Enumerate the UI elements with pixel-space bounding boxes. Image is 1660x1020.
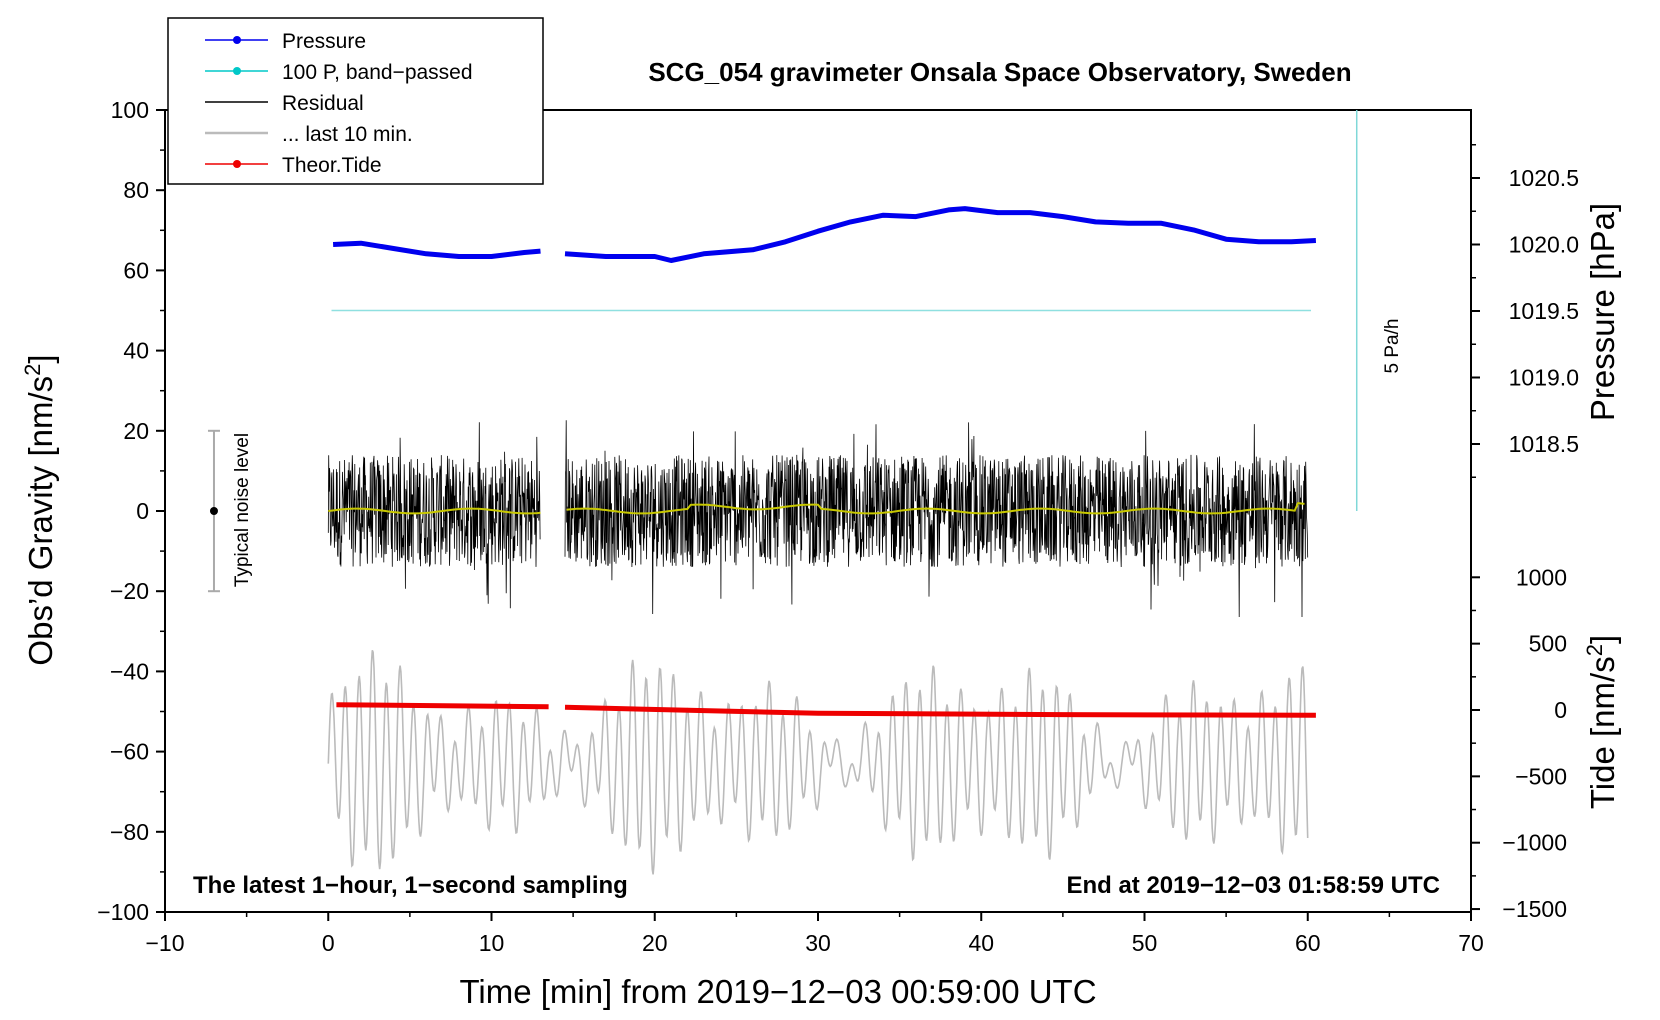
tide-tick-label: 0 — [1554, 697, 1567, 723]
typical-noise-bar — [207, 429, 220, 593]
pressure-line — [564, 206, 1317, 263]
pressure-axis-ticks: 1020.5 1020.0 1019.5 1019.0 1018.5 — [1471, 144, 1579, 478]
x-tick-label: 60 — [1295, 930, 1321, 956]
tide-line — [564, 704, 1316, 718]
pressure-tick-label: 1018.5 — [1509, 431, 1579, 457]
y-tick-label: −60 — [110, 739, 149, 765]
pressure-tick-label: 1019.5 — [1509, 298, 1579, 324]
y-axis-ticks: −100 −80 −60 −40 −20 0 20 40 60 80 100 — [97, 97, 165, 925]
y-tick-label: −80 — [110, 819, 149, 845]
noise-bar-dot — [209, 507, 218, 515]
pressure-series — [332, 206, 1317, 263]
y-tick-label: 40 — [123, 338, 149, 364]
tide-line — [336, 702, 549, 710]
residual-line — [564, 420, 1309, 618]
legend-label: 100 P, band−passed — [282, 61, 473, 84]
typical-noise-label: Typical noise level — [232, 433, 253, 587]
residual-mean-line — [328, 507, 541, 515]
last-10-min-series — [327, 649, 1309, 875]
tide-tick-label: −1500 — [1502, 896, 1567, 922]
pressure-tick-label: 1020.0 — [1509, 232, 1579, 258]
x-tick-label: 20 — [642, 930, 668, 956]
x-tick-label: 70 — [1458, 930, 1484, 956]
last-10-min-line — [327, 649, 1309, 875]
annotation-sampling: The latest 1−hour, 1−second sampling — [193, 872, 628, 899]
legend-label: Pressure — [282, 30, 366, 53]
pressure-rate-label: 5 Pa/h — [1382, 319, 1403, 374]
y-tick-label: −40 — [110, 658, 149, 684]
y-tick-label: −100 — [97, 899, 149, 925]
x-tick-label: 40 — [968, 930, 994, 956]
x-tick-label: 0 — [322, 930, 335, 956]
x-tick-label: 30 — [805, 930, 831, 956]
y-tick-label: 60 — [123, 257, 149, 283]
residual-line — [327, 422, 541, 609]
tide-tick-label: 500 — [1529, 631, 1567, 657]
legend-label: Residual — [282, 92, 364, 115]
x-tick-label: 50 — [1132, 930, 1158, 956]
y-tick-label: 100 — [111, 97, 149, 123]
tide-axis-ticks: 1000 500 0 −500 −1000 −1500 — [1471, 564, 1567, 922]
residual-series — [327, 420, 1309, 618]
y-tick-label: −20 — [110, 578, 149, 604]
tide-tick-label: 1000 — [1516, 564, 1567, 590]
x-tick-label: −10 — [145, 930, 184, 956]
legend-swatch-marker — [233, 160, 241, 168]
theoretical-tide-series — [336, 702, 1316, 718]
y-axis-label-pressure: Pressure [hPa] — [1584, 203, 1621, 421]
residual-mean-series — [328, 502, 1305, 515]
tide-tick-label: −1000 — [1502, 830, 1567, 856]
legend-label: Theor.Tide — [282, 154, 382, 177]
annotation-end-time: End at 2019−12−03 01:58:59 UTC — [1066, 872, 1440, 899]
tide-tick-label: −500 — [1515, 763, 1567, 789]
chart-title: SCG_054 gravimeter Onsala Space Observat… — [648, 57, 1351, 87]
legend-box — [167, 17, 544, 185]
pressure-tick-label: 1020.5 — [1509, 165, 1579, 191]
y-tick-label: 0 — [136, 498, 149, 524]
pressure-tick-label: 1019.0 — [1509, 365, 1579, 391]
pressure-line — [332, 240, 541, 259]
y-tick-label: 20 — [123, 418, 149, 444]
residual-mean-line — [566, 502, 1305, 515]
y-axis-label-tide: Tide [nm/s2] — [1582, 635, 1622, 809]
legend-label: ... last 10 min. — [282, 123, 413, 146]
x-tick-label: 10 — [479, 930, 505, 956]
x-axis-ticks: −10 0 10 20 30 40 50 60 70 — [145, 912, 1484, 956]
y-tick-label: 80 — [123, 177, 149, 203]
x-axis-label: Time [min] from 2019−12−03 00:59:00 UTC — [459, 973, 1096, 1010]
y-axis-label-left: Obs’d Gravity [nm/s2] — [20, 354, 60, 665]
legend-swatch-marker — [233, 67, 241, 75]
legend: Pressure 100 P, band−passed Residual ... la… — [167, 17, 544, 185]
legend-swatch-marker — [233, 36, 241, 44]
